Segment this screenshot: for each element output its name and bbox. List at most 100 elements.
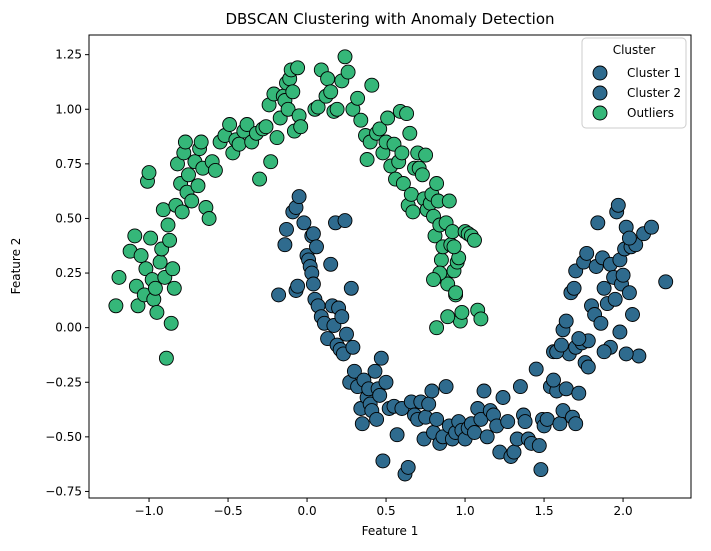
- y-tick-label: 0.00: [55, 321, 82, 335]
- data-point: [405, 204, 421, 220]
- data-point: [444, 224, 460, 240]
- data-point: [506, 444, 522, 460]
- data-point: [399, 106, 415, 122]
- data-point: [323, 256, 339, 272]
- data-point: [533, 462, 549, 478]
- data-point: [621, 285, 637, 301]
- data-point: [166, 280, 182, 296]
- data-point: [310, 99, 326, 115]
- data-point: [277, 237, 293, 253]
- points-layer: [108, 49, 674, 482]
- data-point: [201, 211, 217, 226]
- data-point: [290, 60, 306, 76]
- chart-title: DBSCAN Clustering with Anomaly Detection: [225, 10, 554, 28]
- data-point: [429, 411, 445, 427]
- data-point: [305, 276, 321, 292]
- legend-label: Cluster 1: [627, 66, 681, 80]
- data-point: [293, 119, 309, 135]
- data-point: [546, 372, 561, 388]
- x-tick-label: −1.0: [134, 504, 163, 518]
- data-point: [612, 324, 628, 340]
- y-tick-label: 1.25: [55, 48, 82, 62]
- data-point: [389, 427, 405, 443]
- x-axis-ticks: −1.0 −0.5 0.0 0.5 1.0 1.5 2.0: [134, 498, 633, 518]
- data-point: [429, 320, 445, 336]
- data-point: [372, 387, 388, 403]
- data-point: [414, 167, 430, 183]
- data-point: [320, 71, 336, 87]
- data-point: [239, 117, 255, 132]
- data-point: [373, 350, 389, 366]
- data-point: [446, 239, 462, 255]
- data-point: [402, 125, 418, 141]
- data-point: [571, 385, 587, 401]
- data-point: [441, 193, 457, 209]
- data-point: [394, 145, 410, 161]
- series-cluster-1: [277, 189, 596, 482]
- data-point: [607, 291, 623, 307]
- data-point: [163, 315, 179, 331]
- data-point: [346, 363, 362, 379]
- data-point: [644, 219, 659, 235]
- legend-marker: [592, 65, 608, 81]
- data-point: [177, 134, 193, 150]
- y-tick-label: 0.25: [55, 266, 82, 280]
- legend-marker: [592, 105, 608, 121]
- data-point: [339, 326, 354, 342]
- data-point: [364, 77, 380, 93]
- data-point: [590, 215, 606, 231]
- data-point: [367, 363, 383, 379]
- data-point: [448, 285, 464, 301]
- data-point: [147, 280, 163, 296]
- legend-entries: Cluster 1 Cluster 2 Outliers: [592, 65, 681, 121]
- x-axis-label: Feature 1: [362, 524, 419, 538]
- data-point: [170, 156, 185, 172]
- data-point: [580, 359, 596, 375]
- data-point: [596, 280, 612, 296]
- y-tick-label: −0.75: [45, 484, 82, 498]
- series-cluster-2: [271, 197, 674, 432]
- data-point: [152, 254, 168, 270]
- y-tick-label: −0.50: [45, 430, 82, 444]
- data-point: [500, 414, 516, 430]
- data-point: [618, 346, 634, 362]
- data-point: [279, 221, 294, 237]
- x-tick-label: 0.5: [377, 504, 396, 518]
- data-point: [553, 337, 569, 353]
- x-tick-label: 1.5: [535, 504, 554, 518]
- data-point: [467, 425, 482, 440]
- data-point: [476, 383, 492, 399]
- data-point: [517, 414, 533, 430]
- data-point: [305, 226, 321, 242]
- y-tick-label: 0.75: [55, 157, 82, 171]
- data-point: [615, 267, 631, 283]
- data-point: [329, 101, 345, 117]
- data-point: [184, 193, 200, 209]
- data-point: [568, 416, 584, 432]
- data-point: [539, 411, 555, 427]
- data-point: [418, 147, 434, 163]
- plot-area: [88, 34, 692, 499]
- data-point: [165, 261, 181, 277]
- data-point: [141, 165, 157, 181]
- data-point: [531, 438, 547, 454]
- data-point: [380, 110, 396, 126]
- data-point: [111, 269, 127, 285]
- data-point: [579, 245, 595, 261]
- data-point: [160, 217, 176, 233]
- data-point: [290, 278, 306, 294]
- legend-title: Cluster: [613, 43, 656, 57]
- legend-marker: [592, 85, 608, 101]
- data-point: [424, 383, 440, 399]
- y-axis-label: Feature 2: [9, 238, 23, 295]
- y-tick-label: 1.00: [55, 102, 82, 116]
- data-point: [158, 350, 174, 366]
- legend-label: Outliers: [627, 106, 674, 120]
- data-point: [323, 84, 339, 100]
- data-point: [375, 453, 391, 469]
- data-point: [343, 280, 359, 296]
- x-tick-label: 2.0: [614, 504, 633, 518]
- data-point: [337, 49, 353, 65]
- data-point: [369, 411, 385, 427]
